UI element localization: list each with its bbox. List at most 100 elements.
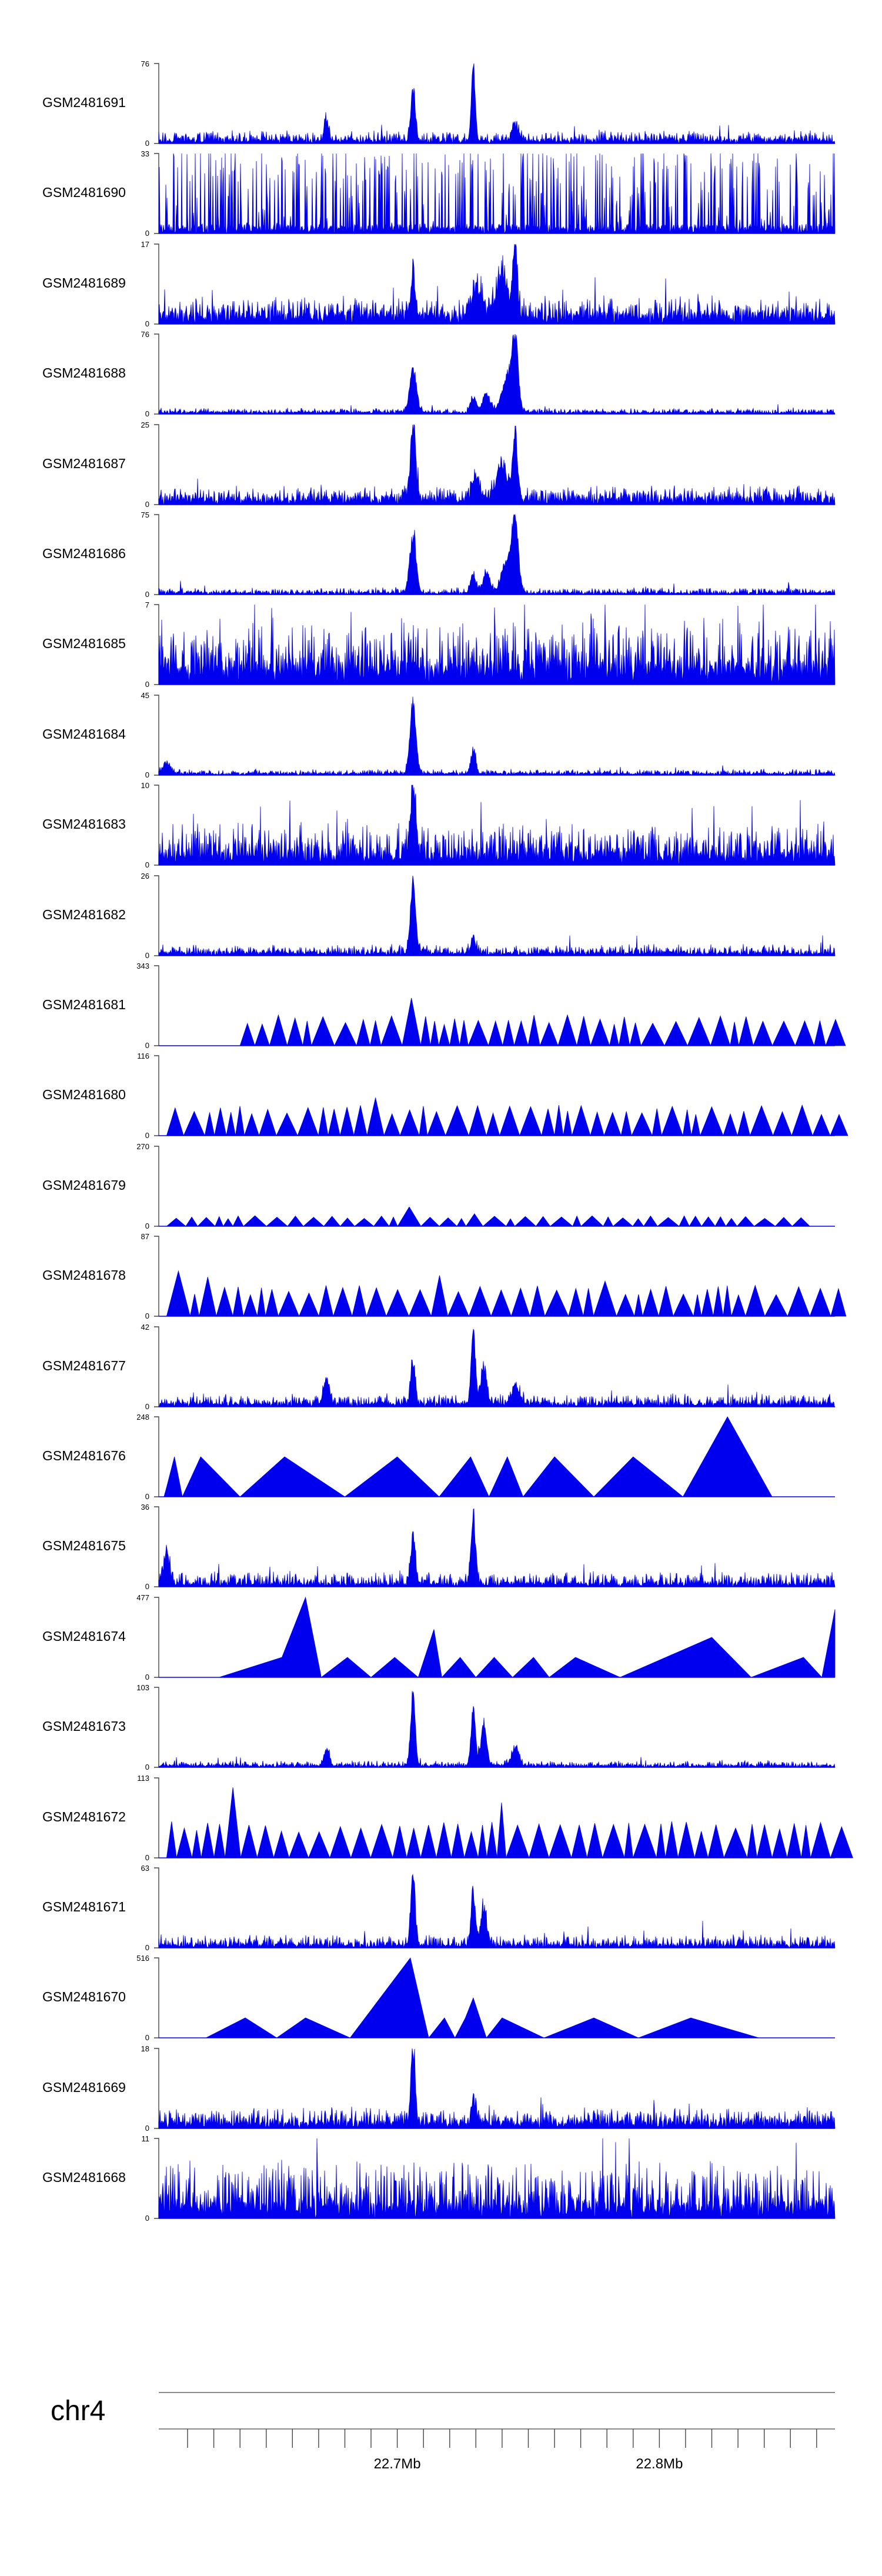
y-axis [154, 1597, 159, 1678]
y-min-label: 0 [145, 1222, 149, 1230]
chromosome-label: chr4 [51, 2395, 106, 2427]
signal-area [158, 875, 836, 956]
y-max-label: 113 [137, 1774, 149, 1783]
y-min-label: 0 [145, 2124, 149, 2133]
y-max-label: 248 [136, 1413, 149, 1422]
y-min-label: 0 [145, 1402, 149, 1411]
track-plot: 76 0 [141, 59, 836, 148]
track: GSM2481668 11 0 [0, 2134, 882, 2228]
track-label: GSM2481669 [42, 2079, 126, 2095]
y-min-label: 0 [145, 2033, 149, 2042]
signal-area [163, 1416, 773, 1498]
y-max-label: 87 [141, 1232, 149, 1241]
track: GSM2481679 270 0 [0, 1142, 882, 1236]
y-max-label: 76 [141, 59, 149, 68]
y-max-label: 76 [141, 330, 149, 339]
y-max-label: 33 [141, 149, 149, 158]
track: GSM2481671 63 0 [0, 1864, 882, 1957]
track-label: GSM2481688 [42, 365, 126, 381]
y-min-label: 0 [145, 139, 149, 148]
axis-tick-label: 22.7Mb [374, 2456, 421, 2472]
y-max-label: 10 [141, 781, 149, 790]
y-min-label: 0 [145, 409, 149, 418]
y-axis [154, 785, 159, 866]
track-label: GSM2481679 [42, 1177, 126, 1193]
y-min-label: 0 [145, 2214, 149, 2223]
y-axis [154, 333, 159, 415]
track: GSM2481685 7 0 [0, 600, 882, 694]
y-max-label: 270 [136, 1142, 149, 1151]
y-axis [154, 1687, 159, 1768]
y-axis [154, 1055, 159, 1137]
signal-area [158, 696, 836, 776]
y-max-label: 17 [141, 240, 149, 249]
signal-area [158, 1691, 836, 1769]
track: GSM2481684 45 0 [0, 691, 882, 785]
track-plot: 45 0 [141, 691, 836, 779]
track-label: GSM2481670 [42, 1989, 126, 2005]
track-plot: 248 0 [136, 1413, 835, 1501]
track-plot: 76 0 [141, 330, 836, 418]
y-min-label: 0 [145, 770, 149, 779]
y-min-label: 0 [145, 1943, 149, 1952]
track-label: GSM2481671 [42, 1899, 126, 1914]
y-axis [154, 2138, 159, 2219]
y-min-label: 0 [145, 1492, 149, 1501]
y-max-label: 477 [136, 1593, 149, 1602]
y-max-label: 7 [145, 600, 149, 609]
axis-tick-label: 22.8Mb [636, 2456, 683, 2472]
signal-area [158, 605, 836, 685]
track: GSM2481673 103 0 [0, 1683, 882, 1777]
signal-area [158, 785, 836, 866]
track-plot: 10 0 [141, 781, 836, 869]
signal-area [158, 423, 836, 505]
y-min-label: 0 [145, 860, 149, 869]
track-label: GSM2481668 [42, 2170, 126, 2185]
y-min-label: 0 [145, 1853, 149, 1862]
track: GSM2481675 36 0 [0, 1503, 882, 1596]
track: GSM2481680 116 0 [0, 1052, 882, 1145]
track: GSM2481670 516 0 [0, 1954, 882, 2047]
y-axis [154, 243, 159, 325]
signal-area [158, 2138, 836, 2219]
track-label: GSM2481676 [42, 1448, 126, 1463]
y-max-label: 18 [141, 2044, 149, 2053]
track-label: GSM2481691 [42, 95, 126, 110]
y-max-label: 26 [141, 872, 149, 880]
track-label: GSM2481681 [42, 997, 126, 1012]
signal-area [158, 63, 836, 144]
track: GSM2481676 248 0 [0, 1413, 882, 1506]
y-max-label: 36 [141, 1503, 149, 1511]
track: GSM2481686 75 0 [0, 510, 882, 604]
track-label: GSM2481673 [42, 1719, 126, 1734]
track-plot: 343 0 [136, 962, 846, 1050]
track: GSM2481672 113 0 [0, 1774, 882, 1867]
y-max-label: 103 [136, 1683, 149, 1692]
signal-area [166, 1787, 853, 1859]
track-plot: 11 0 [142, 2134, 836, 2223]
track-plot: 113 0 [137, 1774, 853, 1862]
track-plot: 477 0 [136, 1593, 836, 1681]
track-plot: 270 0 [136, 1142, 835, 1230]
y-max-label: 45 [141, 691, 149, 700]
y-axis [154, 1416, 159, 1497]
y-min-label: 0 [145, 1582, 149, 1591]
track: GSM2481689 17 0 [0, 240, 882, 333]
track-plot: 103 0 [136, 1683, 836, 1771]
track-label: GSM2481675 [42, 1538, 126, 1554]
y-max-label: 75 [141, 510, 149, 519]
track-label: GSM2481674 [42, 1628, 126, 1644]
track-label: GSM2481686 [42, 546, 126, 561]
track-label: GSM2481683 [42, 816, 126, 832]
y-min-label: 0 [145, 500, 149, 509]
signal-area [158, 1509, 836, 1588]
track: GSM2481677 42 0 [0, 1323, 882, 1416]
track: GSM2481681 343 0 [0, 962, 882, 1055]
y-max-label: 116 [137, 1052, 149, 1060]
track-label: GSM2481677 [42, 1357, 126, 1373]
track: GSM2481691 76 0 [0, 59, 882, 153]
y-axis [154, 604, 159, 686]
signal-area [166, 1270, 847, 1317]
y-axis [154, 2048, 159, 2129]
